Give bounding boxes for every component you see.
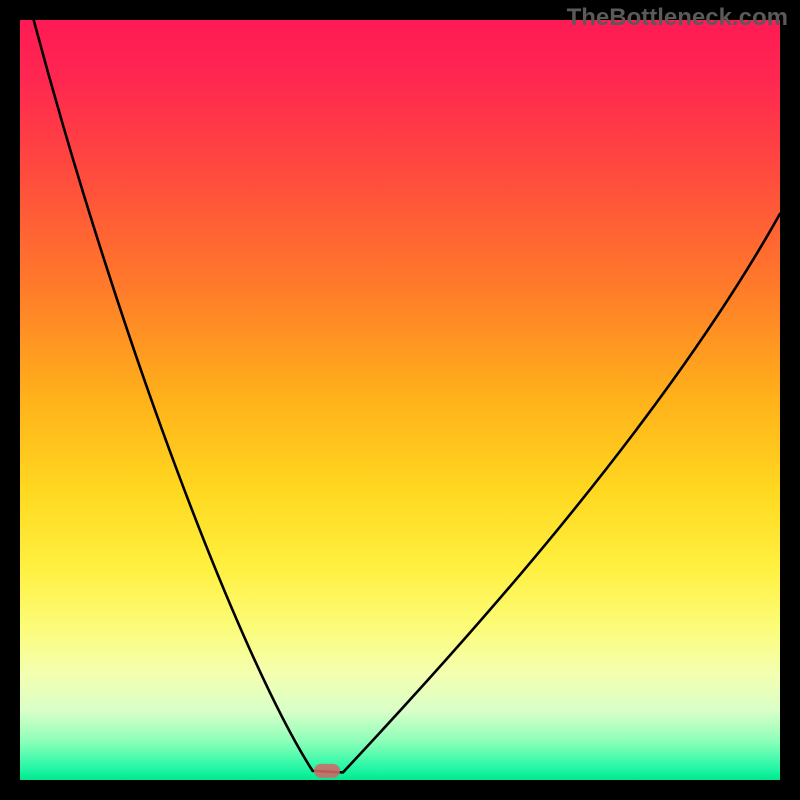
plot-area bbox=[20, 20, 780, 780]
optimum-marker[interactable] bbox=[314, 764, 340, 778]
bottleneck-chart bbox=[0, 0, 800, 800]
watermark-text: TheBottleneck.com bbox=[567, 4, 788, 32]
chart-frame: TheBottleneck.com bbox=[0, 0, 800, 800]
